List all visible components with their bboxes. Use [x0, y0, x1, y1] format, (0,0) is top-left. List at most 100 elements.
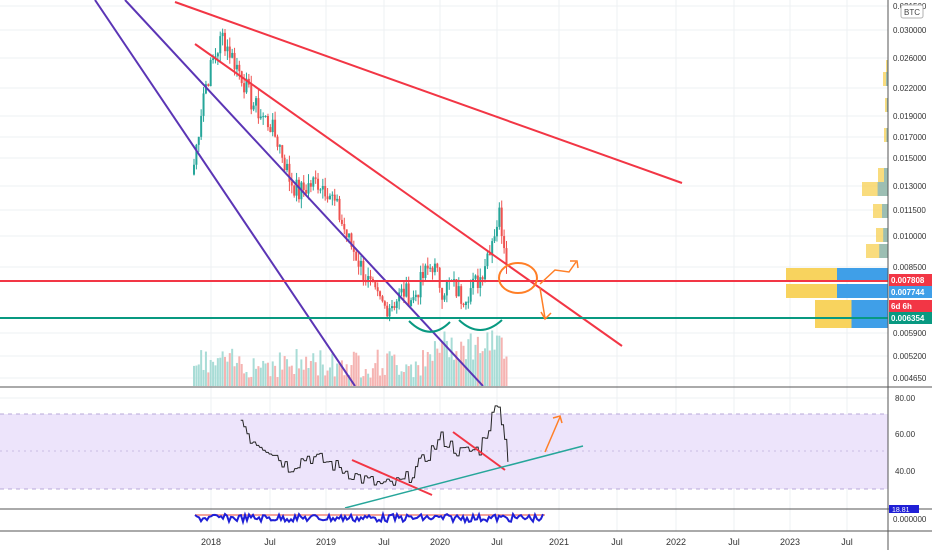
volume-bar — [400, 371, 403, 386]
volume-bar — [369, 377, 372, 386]
volume-bar — [221, 351, 224, 386]
candle-body — [393, 306, 396, 308]
candle-body — [286, 163, 289, 171]
volume-bar — [276, 377, 279, 386]
volume-bar — [505, 356, 508, 386]
volume-bar — [338, 362, 341, 386]
volume-profile-row-sell — [886, 72, 888, 86]
time-axis[interactable]: 2018 Jul 2019 Jul 2020 Jul 2021 Jul 2022 Jul 2023 J… — [201, 537, 853, 547]
candle-body — [264, 116, 267, 118]
volume-bar — [381, 368, 384, 386]
volume-bar — [235, 362, 238, 386]
price-candles — [193, 28, 508, 322]
volume-bar — [204, 351, 207, 386]
rsi-pane — [240, 405, 584, 508]
price-tick-label: 0.030000 — [893, 26, 927, 35]
candle-body — [462, 303, 465, 306]
volume-profile-row — [815, 300, 852, 314]
volume-bar — [264, 363, 267, 386]
price-axis[interactable]: 0.0315000.0300000.0260000.0220000.019000… — [893, 2, 927, 524]
volume-bar — [374, 363, 377, 386]
volume-bar — [286, 359, 289, 386]
candle-body — [281, 145, 284, 158]
time-tick-label: 2021 — [549, 537, 569, 547]
price-tick-label: 0.011500 — [893, 206, 926, 215]
volume-bar — [498, 335, 501, 386]
candle-body — [386, 305, 389, 317]
candle-body — [293, 185, 296, 196]
volume-bar — [355, 352, 358, 386]
candle-body — [500, 207, 503, 237]
candle-body — [288, 163, 291, 182]
volume-bar — [364, 369, 367, 386]
volume-bar — [224, 356, 227, 386]
volume-profile-row-sell — [837, 284, 888, 298]
price-tick-label: 0.019000 — [893, 112, 927, 121]
candle-body — [443, 295, 446, 300]
price-tag-label: 0.007808 — [891, 276, 925, 285]
volume-bar — [438, 352, 441, 386]
volume-bar — [278, 352, 281, 386]
volume-bar — [314, 362, 317, 386]
volume-bar — [445, 340, 448, 386]
volume-bar — [379, 375, 382, 386]
candle-body — [407, 283, 410, 307]
volume-bar — [457, 359, 460, 386]
candle-body — [412, 297, 415, 301]
time-tick-label: Jul — [728, 537, 740, 547]
volume-bar — [195, 365, 198, 386]
price-tick-label: 0.026000 — [893, 54, 927, 63]
symbol-badge[interactable]: BTC — [900, 4, 924, 19]
candle-body — [314, 177, 317, 179]
candle-body — [445, 281, 448, 296]
volume-bar — [395, 365, 398, 386]
volume-bar — [433, 341, 436, 386]
volume-bar — [333, 376, 336, 386]
volume-bar — [240, 363, 243, 386]
candle-body — [379, 291, 382, 297]
volume-bar — [295, 349, 298, 386]
volume-bar — [274, 365, 277, 386]
volume-profile-row-sell — [882, 204, 888, 218]
candle-body — [376, 287, 379, 292]
candle-body — [283, 157, 286, 171]
volume-bar — [247, 377, 250, 386]
time-tick-label: 2018 — [201, 537, 221, 547]
volume-bar — [443, 331, 446, 386]
volume-bar — [290, 365, 293, 386]
price-tick-label: 0.004650 — [893, 374, 927, 383]
candle-body — [228, 46, 231, 58]
volume-bar — [328, 367, 331, 386]
candle-body — [328, 195, 331, 200]
rsi-tick-label: 80.00 — [895, 394, 916, 403]
candle-body — [343, 223, 346, 230]
candle-body — [414, 294, 417, 298]
volume-bar — [371, 368, 374, 386]
volume-profile-row — [786, 284, 837, 298]
volume-bar — [319, 350, 322, 386]
volume-bar — [479, 353, 482, 386]
oscillator-pane — [194, 510, 545, 526]
volume-bar — [255, 368, 258, 386]
rsi-line — [240, 405, 509, 486]
volume-bar — [238, 356, 241, 386]
volume-bar — [281, 369, 284, 386]
candle-body — [278, 145, 281, 147]
volume-bar — [233, 366, 236, 386]
candle-body — [255, 98, 258, 106]
candle-body — [276, 136, 279, 147]
rsi-red-trend-2 — [452, 431, 506, 471]
candle-body — [295, 179, 298, 196]
volume-bar — [340, 360, 343, 386]
price-tick-label: 0.017000 — [893, 133, 927, 142]
volume-bar — [448, 357, 451, 386]
time-tick-label: Jul — [378, 537, 390, 547]
candle-body — [197, 136, 200, 145]
purple-channel-line-2 — [124, 0, 484, 386]
volume-bar — [262, 360, 265, 386]
volume-bar — [455, 351, 458, 386]
volume-bar — [214, 365, 217, 386]
volume-profile-row-sell — [886, 128, 888, 142]
red-trendline-upper — [174, 1, 683, 184]
teal-arc-right — [458, 319, 503, 331]
